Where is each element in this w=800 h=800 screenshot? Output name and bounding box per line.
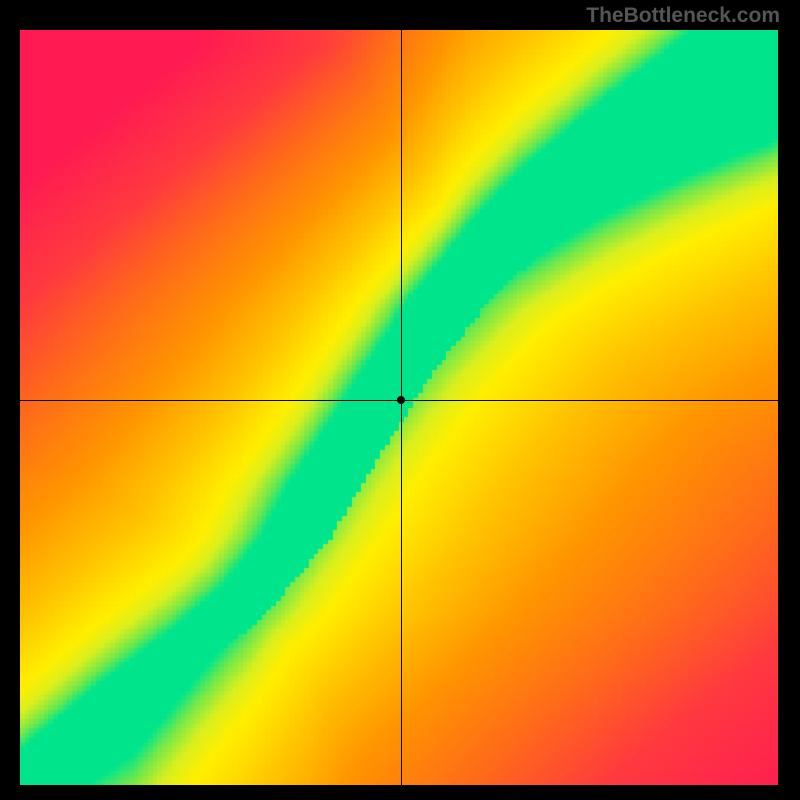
plot-frame [20, 30, 778, 785]
crosshair-marker [397, 396, 405, 404]
crosshair-vertical [401, 30, 402, 785]
watermark-text: TheBottleneck.com [586, 4, 780, 28]
heatmap-canvas [20, 30, 778, 785]
chart-container: TheBottleneck.com [0, 0, 800, 800]
